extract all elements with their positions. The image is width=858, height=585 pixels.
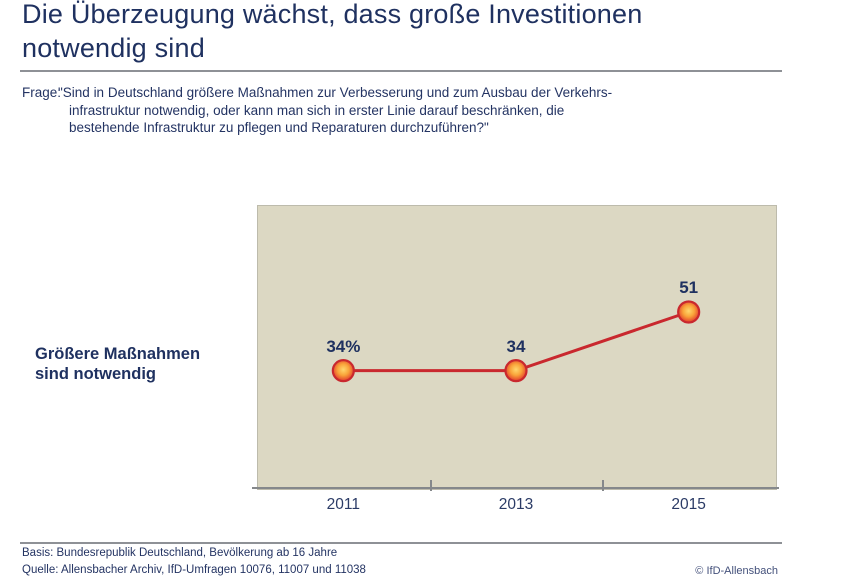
line-chart <box>331 300 701 383</box>
data-point-2013 <box>504 359 528 383</box>
basis-note: Basis: Bundesrepublik Deutschland, Bevöl… <box>22 547 338 559</box>
data-value-label-2013: 34 <box>506 336 526 356</box>
footer-divider <box>20 542 782 544</box>
page-title: Die Überzeugung wächst, dass große Inves… <box>22 0 643 63</box>
x-axis-label-2011: 2011 <box>326 496 360 513</box>
question-block: Frage: "Sind in Deutschland größere Maßn… <box>22 84 752 137</box>
data-point-2015 <box>677 300 701 324</box>
question-label: Frage: <box>22 85 62 100</box>
x-axis-line <box>252 487 779 489</box>
x-axis-tick <box>602 480 605 491</box>
title-divider <box>20 70 782 72</box>
series-label: Größere Maßnahmen sind notwendig <box>35 345 201 383</box>
plot-area <box>257 205 777 490</box>
x-axis-tick <box>429 480 432 491</box>
copyright: © IfD-Allensbach <box>695 565 778 577</box>
question-text: "Sind in Deutschland größere Maßnahmen z… <box>58 85 613 135</box>
x-axis-label-2013: 2013 <box>498 496 534 513</box>
data-value-label-2015: 51 <box>679 277 699 297</box>
x-axis-label-2015: 2015 <box>671 496 706 513</box>
data-point-2011 <box>331 359 355 383</box>
source-note: Quelle: Allensbacher Archiv, IfD-Umfrage… <box>22 564 366 576</box>
data-value-label-2011: 34% <box>326 336 361 356</box>
